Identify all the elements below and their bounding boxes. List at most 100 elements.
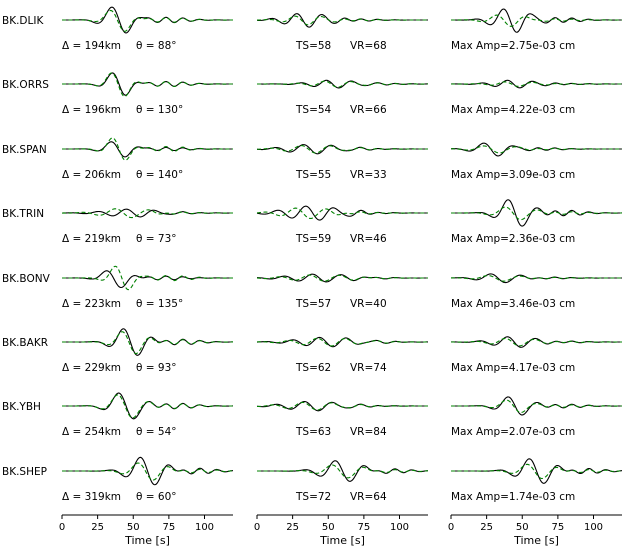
station-row: BK.BAKR Δ = 229km θ = 93° TS=62 VR=74 Max Amp…: [2, 328, 622, 374]
x-tick-label: 25: [91, 522, 104, 533]
variance-reduction-label: VR=68: [350, 40, 387, 52]
x-tick-label: 25: [480, 522, 493, 533]
distance-label: Δ = 206km: [62, 169, 121, 181]
station-name: BK.SHEP: [2, 466, 47, 478]
observed-trace: [62, 328, 234, 356]
observed-trace: [62, 392, 233, 420]
synthetic-trace: [450, 337, 622, 347]
distance-label: Δ = 194km: [62, 40, 121, 52]
synthetic-trace: [256, 207, 428, 220]
observed-trace: [256, 400, 428, 412]
synthetic-trace: [451, 81, 622, 87]
observed-trace: [450, 336, 622, 348]
x-tick-label: 100: [584, 522, 603, 533]
azimuth-label: θ = 73°: [136, 233, 177, 245]
observed-trace: [62, 270, 233, 289]
observed-trace: [257, 460, 429, 482]
station-row: BK.YBH Δ = 254km θ = 54° TS=63 VR=84 Max Amp=…: [2, 392, 622, 438]
x-axis: 0 25 50 75 100 Time [s]: [448, 514, 622, 547]
time-shift-label: TS=55: [295, 169, 331, 181]
x-tick-label: 50: [127, 522, 140, 533]
synthetic-trace: [257, 15, 428, 26]
distance-label: Δ = 223km: [62, 298, 121, 310]
time-shift-label: TS=62: [295, 362, 331, 374]
synthetic-trace: [62, 9, 233, 32]
x-tick-label: 50: [322, 522, 335, 533]
synthetic-trace: [62, 265, 233, 291]
synthetic-trace: [450, 275, 622, 282]
max-amplitude-label: Max Amp=3.09e-03 cm: [451, 169, 575, 181]
observed-trace: [256, 13, 428, 28]
observed-trace: [256, 273, 428, 283]
max-amplitude-label: Max Amp=2.07e-03 cm: [451, 426, 575, 438]
x-tick-label: 0: [254, 522, 260, 533]
station-name: BK.DLIK: [2, 15, 44, 27]
max-amplitude-label: Max Amp=1.74e-03 cm: [451, 491, 575, 503]
variance-reduction-label: VR=40: [350, 298, 387, 310]
synthetic-trace: [451, 145, 622, 154]
x-tick-label: 75: [163, 522, 176, 533]
station-row: BK.SPAN Δ = 206km θ = 140° TS=55 VR=33 Max Am…: [2, 137, 622, 181]
observed-trace: [451, 8, 622, 33]
synthetic-trace: [62, 394, 234, 419]
synthetic-trace: [451, 399, 622, 414]
time-shift-label: TS=57: [295, 298, 331, 310]
observed-trace: [450, 79, 622, 89]
observed-trace: [62, 72, 233, 96]
variance-reduction-label: VR=46: [350, 233, 387, 245]
x-tick-label: 50: [516, 522, 529, 533]
distance-label: Δ = 229km: [62, 362, 121, 374]
distance-label: Δ = 219km: [62, 233, 121, 245]
synthetic-trace: [256, 274, 428, 282]
variance-reduction-label: VR=84: [350, 426, 387, 438]
azimuth-label: θ = 54°: [136, 426, 177, 438]
station-row: BK.BONV Δ = 223km θ = 135° TS=57 VR=40 Max Am…: [2, 265, 622, 310]
synthetic-trace: [61, 208, 233, 219]
synthetic-trace: [256, 144, 428, 154]
azimuth-label: θ = 60°: [136, 491, 177, 503]
station-name: BK.BONV: [2, 273, 51, 285]
max-amplitude-label: Max Amp=4.22e-03 cm: [451, 104, 575, 116]
azimuth-label: θ = 130°: [136, 104, 183, 116]
x-tick-label: 0: [448, 522, 454, 533]
azimuth-label: θ = 135°: [136, 298, 183, 310]
synthetic-trace: [62, 72, 233, 97]
x-tick-label: 100: [195, 522, 214, 533]
synthetic-trace: [451, 206, 622, 221]
distance-label: Δ = 196km: [62, 104, 121, 116]
x-tick-label: 100: [390, 522, 409, 533]
distance-label: Δ = 319km: [62, 491, 121, 503]
variance-reduction-label: VR=74: [350, 362, 387, 374]
station-name: BK.SPAN: [2, 144, 47, 156]
synthetic-trace: [451, 463, 622, 480]
time-shift-label: TS=63: [295, 426, 331, 438]
synthetic-trace: [257, 80, 428, 88]
synthetic-trace: [62, 462, 234, 481]
observed-trace: [450, 142, 622, 157]
x-axis-label: Time [s]: [124, 534, 170, 547]
time-shift-label: TS=54: [295, 104, 332, 116]
x-axis: 0 25 50 75 100 Time [s]: [254, 514, 428, 547]
x-tick-label: 25: [286, 522, 299, 533]
synthetic-trace: [257, 464, 429, 479]
observed-trace: [451, 199, 622, 227]
station-row: BK.ORRS Δ = 196km θ = 130° TS=54 VR=66 Max Am…: [2, 72, 622, 116]
azimuth-label: θ = 93°: [136, 362, 177, 374]
x-tick-label: 75: [552, 522, 565, 533]
station-row: BK.TRIN Δ = 219km θ = 73° TS=59 VR=46 Max Amp…: [2, 199, 622, 245]
x-axis-label: Time [s]: [513, 534, 559, 547]
station-row: BK.DLIK Δ = 194km θ = 88° TS=58 VR=68 Max Amp…: [2, 6, 622, 52]
max-amplitude-label: Max Amp=4.17e-03 cm: [451, 362, 575, 374]
max-amplitude-label: Max Amp=2.36e-03 cm: [451, 233, 575, 245]
observed-trace: [62, 456, 234, 486]
distance-label: Δ = 254km: [62, 426, 121, 438]
station-name: BK.YBH: [2, 401, 41, 413]
synthetic-trace: [256, 401, 428, 411]
station-name: BK.TRIN: [2, 208, 44, 220]
synthetic-trace: [451, 14, 622, 27]
x-axis-label: Time [s]: [319, 534, 365, 547]
variance-reduction-label: VR=64: [350, 491, 387, 503]
station-name: BK.ORRS: [2, 79, 49, 91]
variance-reduction-label: VR=66: [350, 104, 387, 116]
